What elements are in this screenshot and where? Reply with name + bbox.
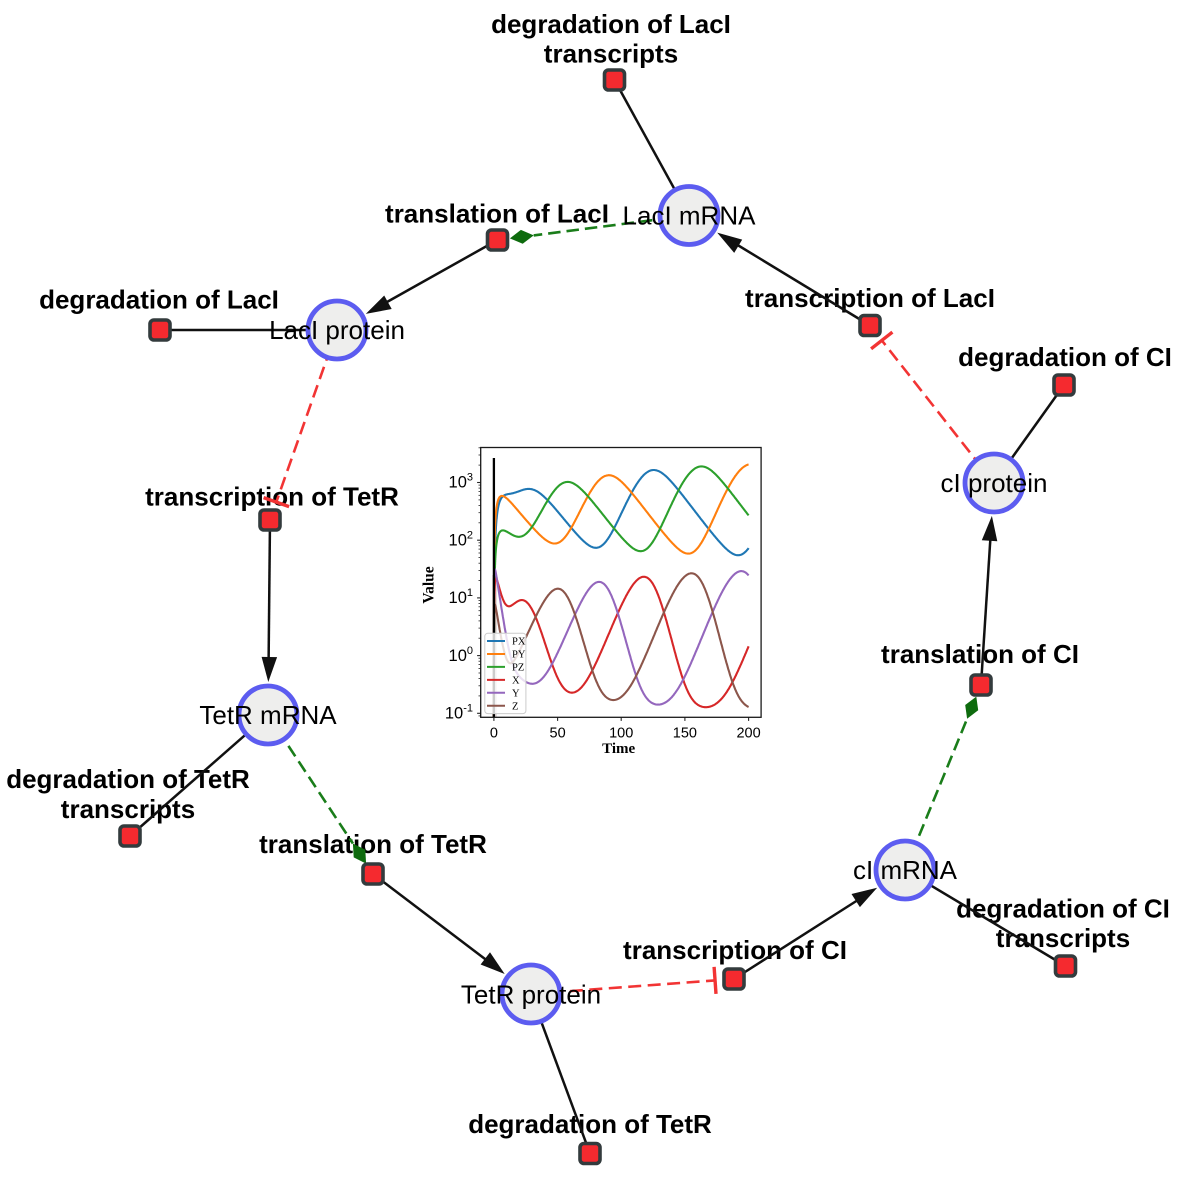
svg-text:translation of LacI: translation of LacI bbox=[385, 199, 609, 229]
svg-text:transcription of TetR: transcription of TetR bbox=[145, 482, 399, 512]
svg-text:Z: Z bbox=[512, 701, 518, 712]
svg-text:transcripts: transcripts bbox=[996, 923, 1130, 953]
svg-text:0: 0 bbox=[490, 726, 498, 742]
svg-text:TetR protein: TetR protein bbox=[461, 980, 601, 1010]
svg-text:degradation of TetR: degradation of TetR bbox=[6, 764, 250, 794]
svg-text:200: 200 bbox=[736, 726, 760, 742]
svg-text:translation of CI: translation of CI bbox=[881, 639, 1079, 669]
svg-text:translation of TetR: translation of TetR bbox=[259, 829, 487, 859]
svg-text:LacI mRNA: LacI mRNA bbox=[623, 201, 757, 231]
svg-text:transcripts: transcripts bbox=[544, 39, 678, 69]
svg-text:PY: PY bbox=[512, 650, 526, 661]
svg-text:Value: Value bbox=[421, 566, 438, 603]
svg-text:transcription of CI: transcription of CI bbox=[623, 935, 847, 965]
svg-text:degradation of TetR: degradation of TetR bbox=[468, 1109, 712, 1139]
svg-text:transcription of LacI: transcription of LacI bbox=[745, 283, 995, 313]
svg-text:100: 100 bbox=[609, 726, 633, 742]
svg-text:150: 150 bbox=[673, 726, 697, 742]
svg-text:PZ: PZ bbox=[512, 662, 524, 673]
svg-text:Time: Time bbox=[602, 741, 635, 757]
svg-text:TetR mRNA: TetR mRNA bbox=[199, 700, 337, 730]
svg-text:cI mRNA: cI mRNA bbox=[853, 855, 958, 885]
svg-text:cI protein: cI protein bbox=[941, 468, 1048, 498]
svg-text:degradation of CI: degradation of CI bbox=[956, 894, 1170, 924]
svg-text:LacI protein: LacI protein bbox=[269, 315, 405, 345]
svg-text:degradation of LacI: degradation of LacI bbox=[39, 285, 279, 315]
svg-text:PX: PX bbox=[512, 637, 526, 648]
svg-text:degradation of LacI: degradation of LacI bbox=[491, 9, 731, 39]
svg-text:degradation of CI: degradation of CI bbox=[958, 342, 1172, 372]
svg-text:X: X bbox=[512, 675, 520, 686]
svg-text:transcripts: transcripts bbox=[61, 794, 195, 824]
svg-text:50: 50 bbox=[550, 726, 566, 742]
svg-text:Y: Y bbox=[512, 688, 520, 699]
